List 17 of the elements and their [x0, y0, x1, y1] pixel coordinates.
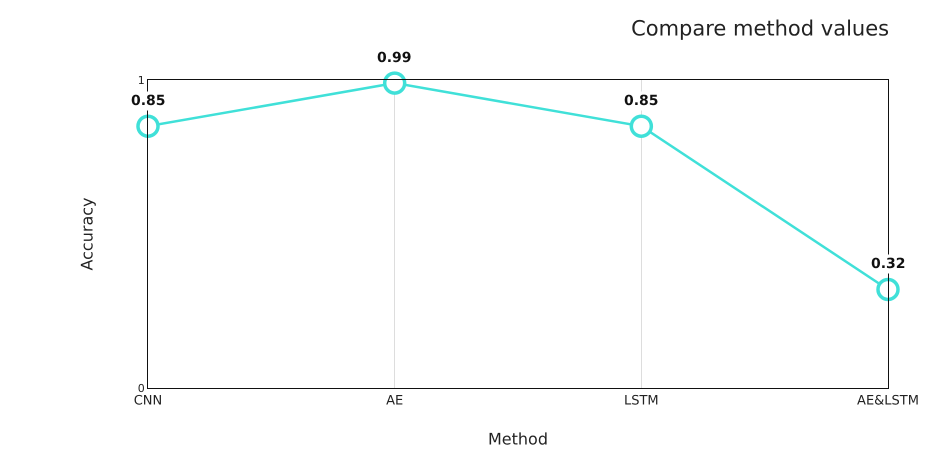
data-label: 0.85 — [624, 93, 659, 109]
x-tick-label: AE&LSTM — [857, 394, 919, 409]
data-label: 0.99 — [377, 50, 412, 66]
point — [876, 278, 900, 302]
x-tick-label: AE — [386, 394, 404, 409]
x-tick-label: LSTM — [624, 394, 659, 409]
point — [136, 114, 160, 138]
y-axis-title: Accuracy — [78, 197, 97, 271]
data-label: 0.32 — [871, 256, 906, 272]
x-axis-title: Method — [488, 429, 548, 448]
chart-title: Compare method values — [631, 16, 890, 41]
data-label: 0.85 — [131, 93, 166, 109]
point — [630, 114, 654, 138]
y-tick-label: 1 — [138, 74, 145, 87]
x-tick-label: CNN — [134, 394, 162, 409]
y-tick-label: 0 — [138, 382, 145, 395]
point — [382, 71, 406, 95]
